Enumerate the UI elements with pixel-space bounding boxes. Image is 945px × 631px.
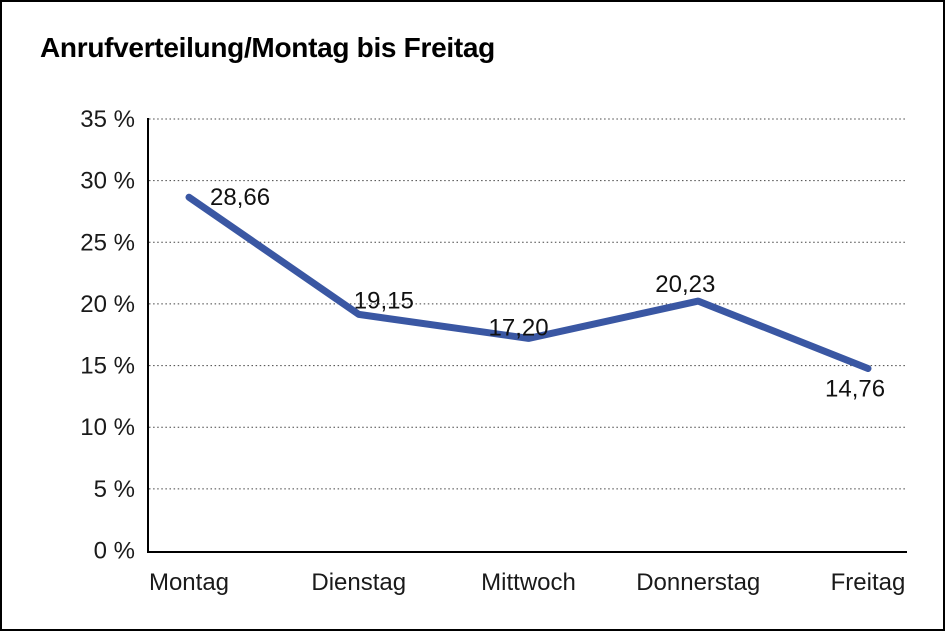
y-axis-tick-label-3: 15 % [80,353,135,380]
chart-title: Anrufverteilung/Montag bis Freitag [40,32,495,63]
data-value-label-0: 28,66 [210,184,270,211]
data-value-label-2: 17,20 [489,314,549,341]
data-value-label-3: 20,23 [655,271,715,298]
y-axis-tick-label-5: 25 % [80,229,135,256]
y-axis-tick-label-2: 10 % [80,414,135,441]
y-axis-tick-label-4: 20 % [80,291,135,318]
x-axis-label-montag: Montag [149,569,229,596]
x-axis-label-mittwoch: Mittwoch [481,569,576,596]
y-axis-tick-label-7: 35 % [80,106,135,133]
x-axis-label-freitag: Freitag [831,569,906,596]
data-line-anrufverteilung [185,193,872,372]
x-axis-label-donnerstag: Donnerstag [636,569,760,596]
y-axis-tick-label-0: 0 % [94,538,135,565]
y-axis-tick-label-1: 5 % [94,476,135,503]
data-value-label-4: 14,76 [825,376,885,403]
x-axis-label-dienstag: Dienstag [311,569,406,596]
data-value-label-1: 19,15 [354,287,414,314]
y-axis-tick-label-6: 30 % [80,168,135,195]
